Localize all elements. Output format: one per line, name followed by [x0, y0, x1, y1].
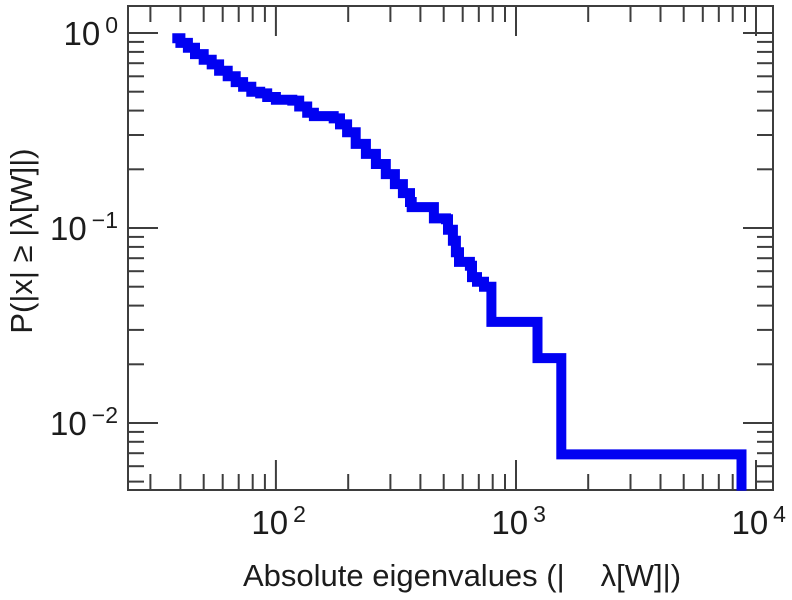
plot-frame: [127, 5, 774, 491]
x-axis-label-lambda-text: λ[W]|): [600, 558, 682, 593]
y-tick-label-1e-1: 10 −1: [50, 206, 118, 247]
y-tick-label-1e0: 10 0: [63, 12, 118, 53]
x-tick-label-1e2: 10 2: [251, 501, 306, 541]
x-axis-label-text: Absolute eigenvalues (|: [242, 558, 565, 593]
x-tick-label-1e4: 10 4: [731, 501, 786, 541]
ccdf-step-curve: [172, 33, 747, 491]
x-tick-label-1e3: 10 3: [491, 501, 546, 541]
x-axis-label: Absolute eigenvalues (| λ[W]|): [243, 559, 681, 593]
y-tick-label-1e-2: 10 −2: [50, 401, 118, 442]
axis-ticks: [128, 6, 773, 490]
